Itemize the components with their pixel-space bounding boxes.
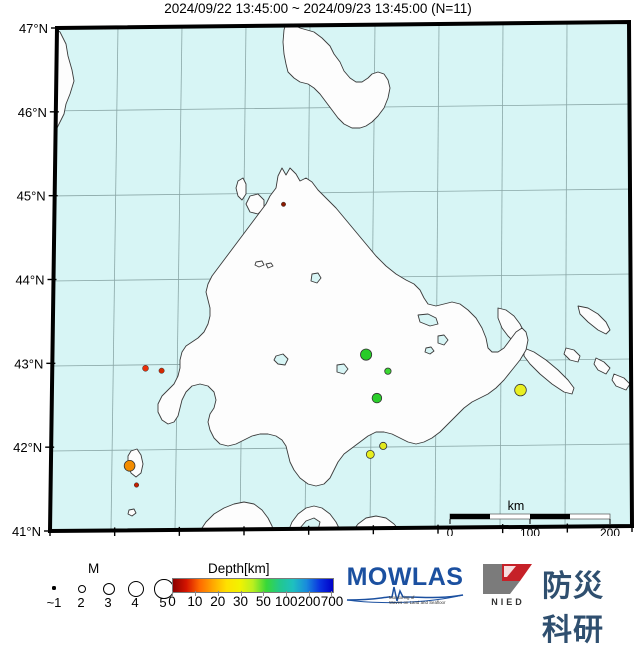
lat-label-41: 41°N <box>12 524 41 536</box>
nied-mark-icon <box>480 561 536 597</box>
epicenter-marker <box>143 365 149 371</box>
lat-label-46: 46°N <box>18 105 47 120</box>
lat-label-45: 45°N <box>17 189 46 204</box>
depth-legend-title: Depth[km] <box>208 561 270 576</box>
lat-label-43: 43°N <box>14 356 43 371</box>
epicenter-marker <box>134 483 139 488</box>
lat-label-47: 47°N <box>19 21 48 36</box>
magnitude-symbol-3 <box>103 583 115 595</box>
epicenter-marker <box>281 202 285 206</box>
mowlas-tagline: Monitoring of Waves on Land and Seafloor <box>389 595 465 605</box>
lat-label-44: 44°N <box>15 273 44 288</box>
mowlas-logo: MOWLAS Monitoring of Waves on Land and S… <box>345 563 465 607</box>
scalebar-unit-label: km <box>508 499 525 513</box>
nied-logo: NIED 防災科研 <box>478 561 628 609</box>
nied-acronym: NIED <box>478 597 538 607</box>
epicenter-marker <box>361 349 372 360</box>
lat-label-42: 42°N <box>13 440 42 455</box>
epicenter-marker <box>385 368 391 374</box>
bosai-kaken-wordmark: 防災科研 <box>542 561 628 649</box>
epicenter-marker <box>124 460 135 471</box>
epicenter-marker <box>366 450 374 458</box>
magnitude-legend-title: M <box>88 561 99 576</box>
magnitude-symbol-2 <box>78 585 87 594</box>
epicenter-marker <box>372 393 382 403</box>
epicenter-marker <box>380 442 387 449</box>
magnitude-symbol-1 <box>52 586 55 589</box>
map-canvas: km 0 100 200 47°N46°N45°N44°N43°N42°N41°… <box>0 18 636 536</box>
page-title: 2024/09/22 13:45:00 ~ 2024/09/23 13:45:0… <box>0 1 636 16</box>
epicenter-marker <box>159 368 164 373</box>
epicenter-marker <box>515 384 527 396</box>
